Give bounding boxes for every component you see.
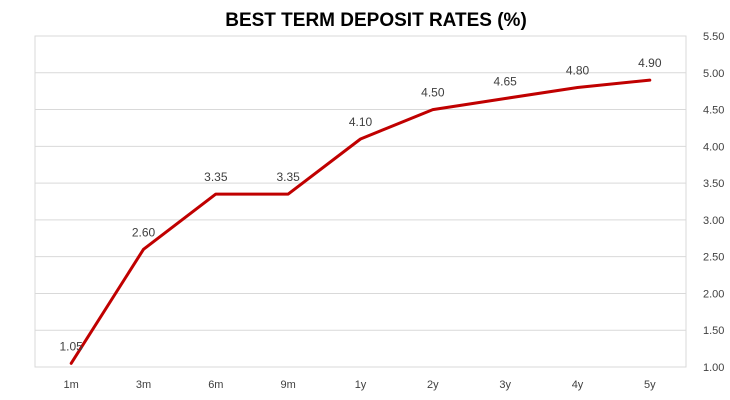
y-tick-label: 2.00 bbox=[703, 288, 724, 300]
y-tick-label: 1.00 bbox=[703, 362, 724, 374]
x-tick-label: 3m bbox=[136, 379, 151, 391]
data-label: 1.05 bbox=[59, 339, 83, 353]
x-tick-label: 1y bbox=[355, 379, 367, 391]
y-tick-label: 5.00 bbox=[703, 68, 724, 80]
y-tick-label: 3.00 bbox=[703, 215, 724, 227]
data-label: 4.90 bbox=[638, 56, 662, 70]
x-tick-label: 4y bbox=[572, 379, 584, 391]
data-label: 4.50 bbox=[421, 86, 445, 100]
y-axis-tick-labels: 1.00 1.50 2.00 2.50 3.00 3.50 4.00 4.50 5.00 5.50 bbox=[703, 31, 724, 374]
series-lines bbox=[69, 78, 652, 365]
x-tick-label: 1m bbox=[64, 379, 79, 391]
y-tick-label: 4.00 bbox=[703, 141, 724, 153]
data-label: 3.35 bbox=[204, 170, 228, 184]
x-tick-label: 9m bbox=[281, 379, 296, 391]
series-line bbox=[69, 78, 652, 365]
x-axis-tick-labels: 1m 3m 6m 9m 1y 2y 3y 4y 5y bbox=[64, 379, 657, 391]
data-label: 4.10 bbox=[349, 115, 373, 129]
x-tick-label: 2y bbox=[427, 379, 439, 391]
data-label: 4.80 bbox=[566, 63, 590, 77]
x-tick-label: 5y bbox=[644, 379, 656, 391]
plot-area-frame bbox=[34, 35, 687, 368]
y-tick-label: 3.50 bbox=[703, 178, 724, 190]
gridlines bbox=[35, 72, 686, 331]
data-label: 4.65 bbox=[493, 75, 517, 89]
x-tick-label: 3y bbox=[499, 379, 511, 391]
data-labels: 1.05 2.60 3.35 3.35 4.10 4.50 4.65 4.80 4.90 bbox=[59, 56, 661, 353]
y-tick-label: 2.50 bbox=[703, 252, 724, 264]
y-tick-label: 5.50 bbox=[703, 31, 724, 43]
y-tick-label: 1.50 bbox=[703, 325, 724, 337]
data-label: 3.35 bbox=[276, 170, 300, 184]
x-tick-label: 6m bbox=[208, 379, 223, 391]
data-label: 2.60 bbox=[132, 225, 156, 239]
y-tick-label: 4.50 bbox=[703, 105, 724, 117]
chart-title: BEST TERM DEPOSIT RATES (%) bbox=[225, 10, 527, 31]
